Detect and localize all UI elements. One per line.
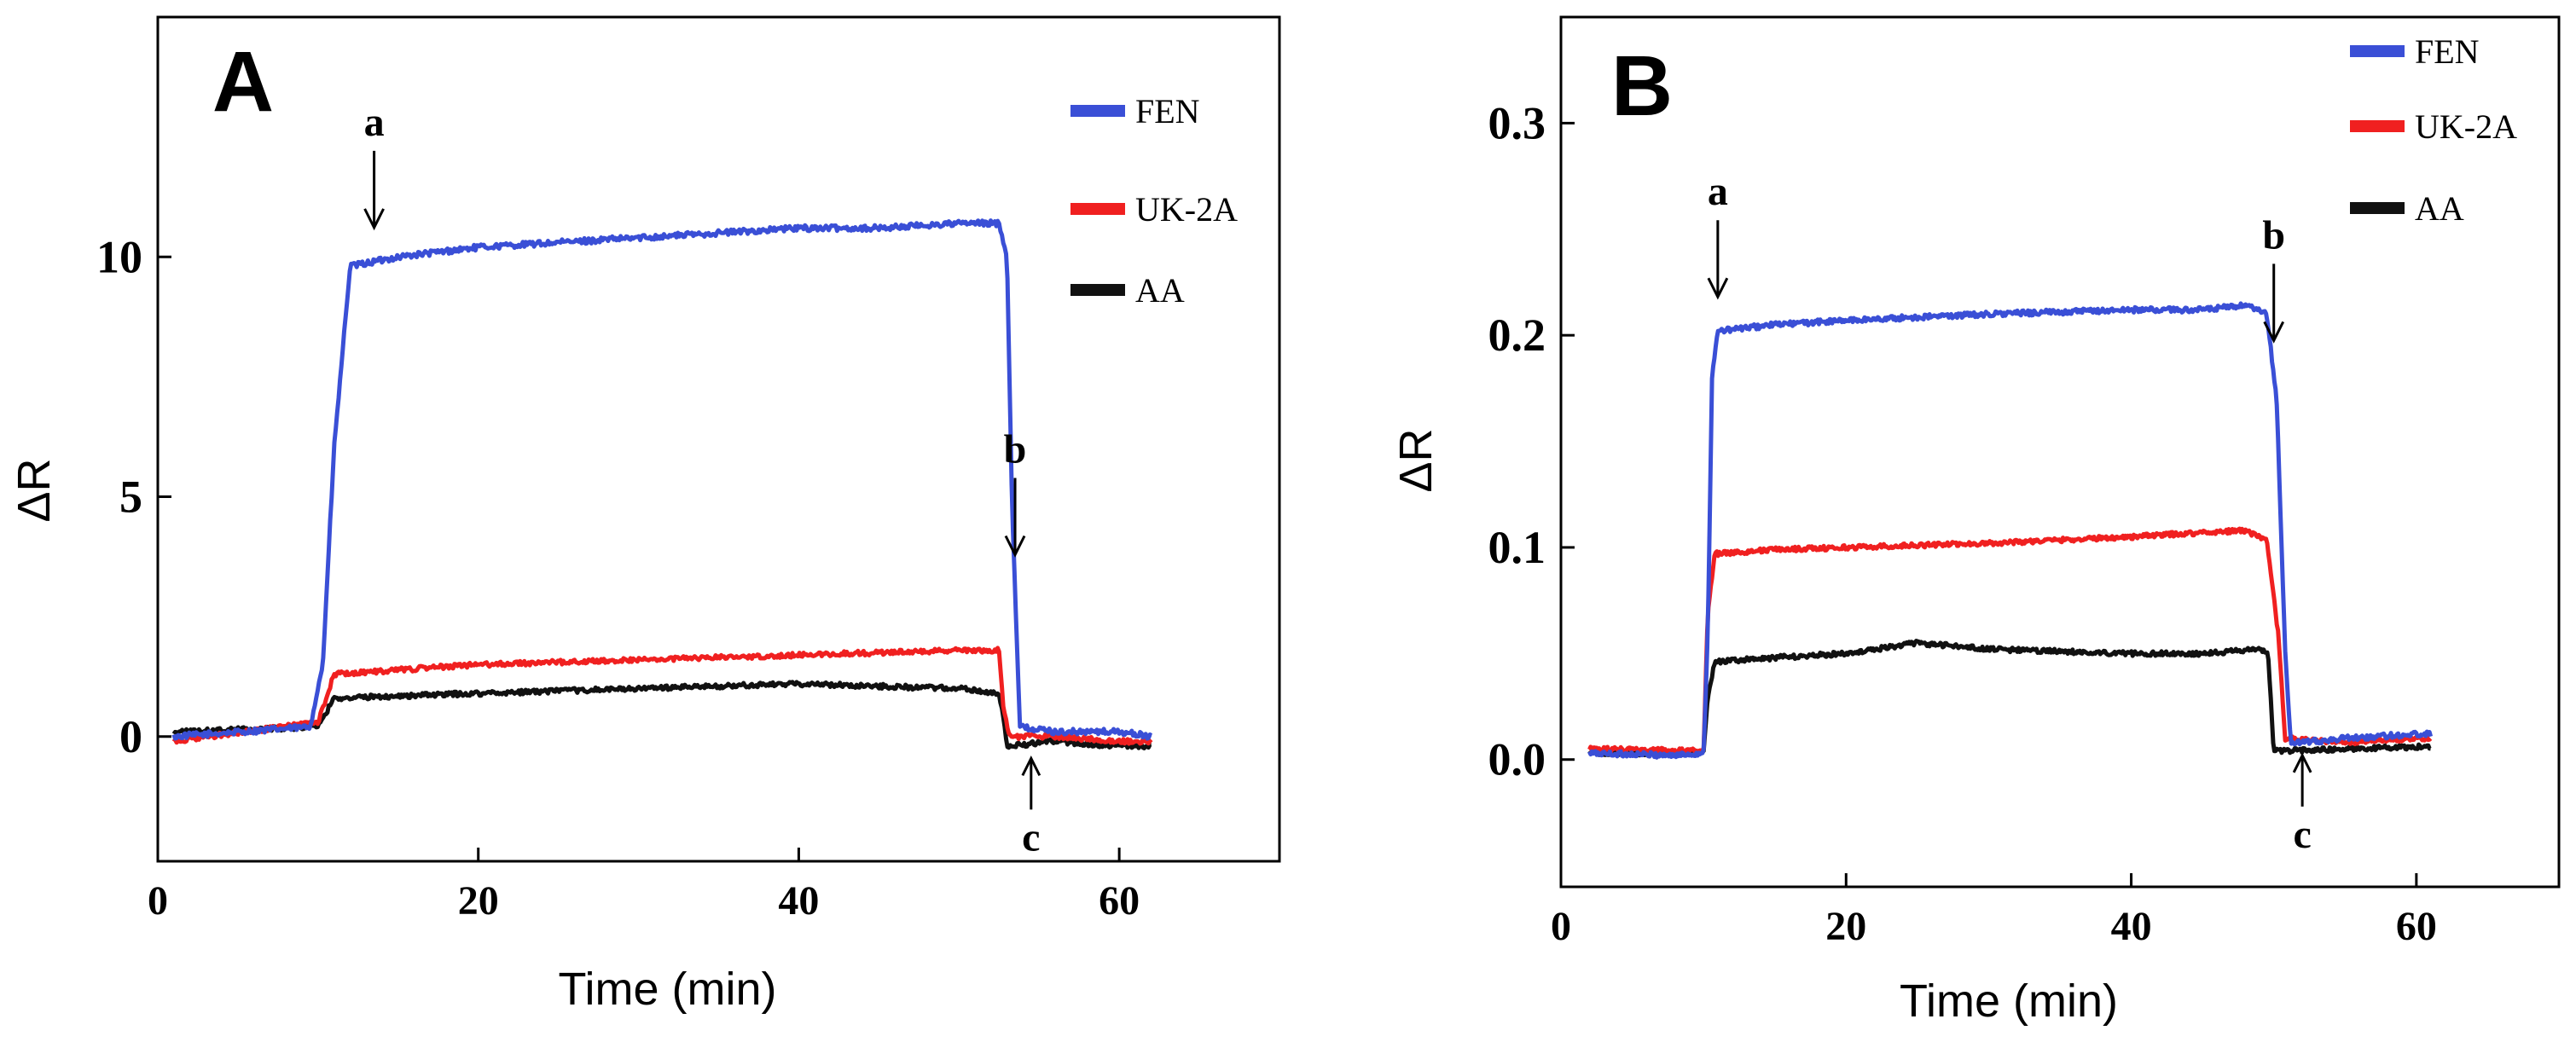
- annotation-arrowhead-a: [363, 208, 385, 231]
- annotation-label-c: c: [2293, 812, 2311, 857]
- annotation-arrowhead-c: [1021, 756, 1041, 777]
- y-tick-label: 10: [96, 231, 142, 282]
- legend-label-uk-2a: UK-2A: [2415, 107, 2517, 146]
- legend-label-fen: FEN: [1135, 92, 1200, 130]
- series-line-uk-2a: [171, 646, 1153, 746]
- legend-label-aa: AA: [1135, 271, 1185, 310]
- annotation-label-c: c: [1022, 814, 1040, 860]
- panel-b: B 0 20 40 60 0.0 0.1 0.2 0.3 Time (min) ΔR a b c FEN UK…: [1390, 15, 2561, 1027]
- series-line-aa: [171, 680, 1152, 750]
- x-axis-label: Time (min): [1900, 976, 2118, 1027]
- x-tick-label: 40: [778, 878, 819, 924]
- annotation-label-b: b: [2262, 212, 2285, 258]
- x-tick-label: 20: [1825, 904, 1866, 949]
- y-tick-label: 0.2: [1488, 310, 1546, 361]
- legend-label-aa: AA: [2415, 189, 2464, 228]
- plot-frame: [156, 15, 1281, 863]
- series-line-aa: [1587, 639, 2432, 758]
- panel-label: B: [1611, 38, 1673, 134]
- x-tick-label: 0: [148, 878, 168, 924]
- y-tick-label: 0.1: [1488, 522, 1546, 573]
- x-tick-label: 0: [1551, 904, 1571, 949]
- panel-label: A: [212, 34, 274, 130]
- y-tick-label: 0.0: [1488, 734, 1546, 785]
- annotation-arrowhead-c: [2292, 752, 2312, 773]
- annotation-arrowhead-a: [1707, 277, 1729, 300]
- plot-frame: [1559, 15, 2561, 889]
- annotation-label-a: a: [1708, 169, 1728, 214]
- x-axis-label: Time (min): [559, 964, 777, 1015]
- annotation-label-a: a: [364, 100, 385, 145]
- panel-a: A 0 20 40 60 0 5 10 Time (min) ΔR a b c FEN UK-2A AA: [9, 15, 1281, 1015]
- annotation-label-b: b: [1004, 427, 1027, 472]
- y-tick-label: 0.3: [1488, 97, 1546, 148]
- legend-label-uk-2a: UK-2A: [1135, 190, 1238, 229]
- x-tick-label: 20: [458, 878, 499, 924]
- series-line-fen: [1587, 301, 2434, 760]
- y-tick-label: 5: [119, 472, 142, 523]
- legend-label-fen: FEN: [2415, 32, 2480, 71]
- y-axis-label: ΔR: [9, 458, 60, 522]
- x-tick-label: 60: [1099, 878, 1140, 924]
- annotation-arrowhead-b: [1004, 535, 1026, 558]
- x-tick-label: 40: [2111, 904, 2152, 949]
- annotation-arrowhead-b: [2263, 321, 2285, 344]
- x-tick-label: 60: [2396, 904, 2437, 949]
- y-axis-label: ΔR: [1390, 428, 1442, 492]
- series-line-fen: [171, 218, 1153, 741]
- y-tick-label: 0: [119, 711, 142, 762]
